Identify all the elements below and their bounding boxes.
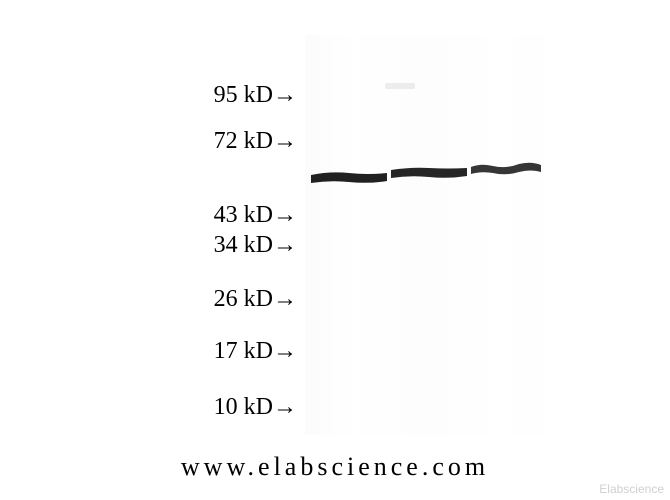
ladder-43kd: 43 kD→: [214, 202, 297, 229]
western-blot-figure: 95 kD→ 72 kD→ 43 kD→ 34 kD→ 26 kD→ 17 kD…: [0, 0, 670, 500]
membrane-shading: [305, 35, 545, 435]
band-lane-2: [391, 163, 467, 183]
ladder-34kd: 34 kD→: [214, 232, 297, 259]
band-lane-3: [471, 159, 541, 179]
ladder-10kd: 10 kD→: [214, 394, 297, 421]
source-url: www.elabscience.com: [0, 452, 670, 482]
ladder-17kd: 17 kD→: [214, 338, 297, 365]
ladder-95kd: 95 kD→: [214, 82, 297, 109]
watermark: Elabscience: [599, 482, 664, 496]
faint-mark: [385, 83, 415, 89]
ladder-72kd: 72 kD→: [214, 128, 297, 155]
blot-membrane: [305, 35, 545, 435]
band-lane-1: [311, 167, 387, 187]
ladder-26kd: 26 kD→: [214, 286, 297, 313]
